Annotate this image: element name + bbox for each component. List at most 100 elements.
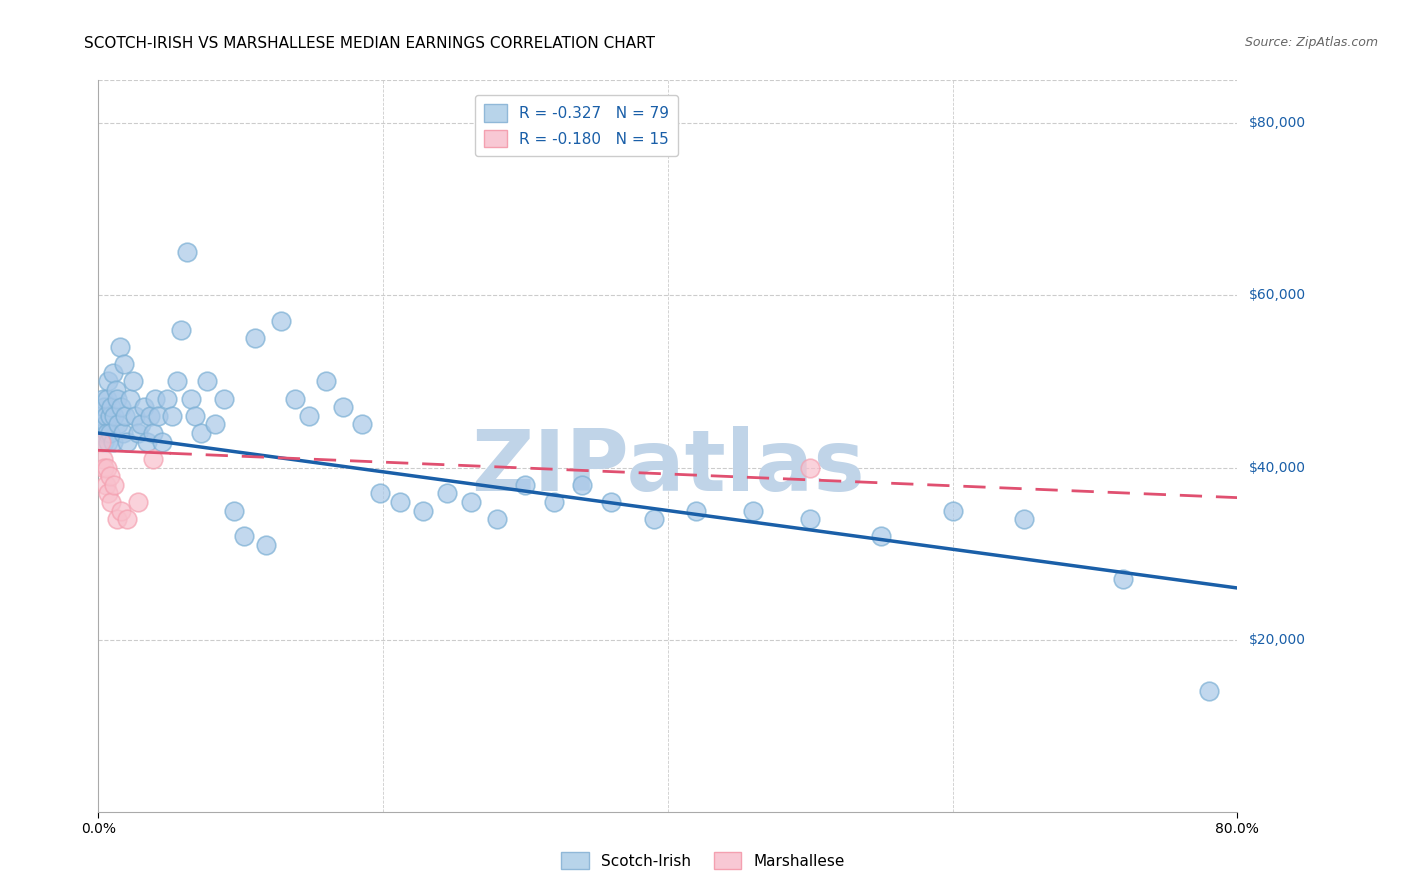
- Point: [436, 486, 458, 500]
- Point: [270, 314, 292, 328]
- Point: [127, 495, 149, 509]
- Legend: Scotch-Irish, Marshallese: Scotch-Irish, Marshallese: [555, 846, 851, 875]
- Point: [97, 375, 120, 389]
- Point: [368, 486, 391, 500]
- Point: [1198, 684, 1220, 698]
- Point: [515, 477, 537, 491]
- Text: $60,000: $60,000: [1249, 288, 1306, 302]
- Point: [298, 409, 321, 423]
- Point: [170, 323, 193, 337]
- Text: $20,000: $20,000: [1249, 632, 1305, 647]
- Text: $40,000: $40,000: [1249, 460, 1305, 475]
- Point: [600, 495, 623, 509]
- Point: [315, 375, 337, 389]
- Point: [97, 434, 120, 449]
- Point: [96, 460, 118, 475]
- Point: [94, 409, 117, 423]
- Point: [104, 383, 127, 397]
- Point: [389, 495, 412, 509]
- Text: Source: ZipAtlas.com: Source: ZipAtlas.com: [1244, 36, 1378, 49]
- Point: [105, 512, 128, 526]
- Point: [1112, 573, 1135, 587]
- Point: [124, 409, 146, 423]
- Point: [97, 486, 120, 500]
- Point: [96, 426, 118, 441]
- Point: [100, 401, 122, 415]
- Point: [138, 409, 160, 423]
- Point: [127, 426, 149, 441]
- Point: [110, 401, 132, 415]
- Point: [176, 245, 198, 260]
- Point: [243, 331, 266, 345]
- Point: [101, 434, 124, 449]
- Point: [222, 503, 245, 517]
- Point: [156, 392, 179, 406]
- Point: [204, 417, 226, 432]
- Point: [93, 460, 115, 475]
- Point: [103, 477, 125, 491]
- Point: [232, 529, 254, 543]
- Point: [114, 409, 136, 423]
- Point: [98, 469, 121, 483]
- Point: [135, 434, 157, 449]
- Point: [141, 451, 163, 466]
- Point: [93, 401, 115, 415]
- Point: [350, 417, 373, 432]
- Point: [111, 426, 134, 441]
- Point: [89, 417, 111, 432]
- Point: [162, 409, 184, 423]
- Point: [101, 366, 124, 380]
- Point: [166, 375, 188, 389]
- Point: [141, 426, 163, 441]
- Point: [90, 434, 112, 449]
- Point: [152, 434, 174, 449]
- Legend: R = -0.327   N = 79, R = -0.180   N = 15: R = -0.327 N = 79, R = -0.180 N = 15: [475, 95, 679, 156]
- Point: [112, 357, 135, 371]
- Point: [93, 434, 115, 449]
- Point: [105, 392, 128, 406]
- Point: [90, 409, 112, 423]
- Point: [121, 375, 143, 389]
- Point: [110, 503, 132, 517]
- Point: [195, 375, 218, 389]
- Point: [212, 392, 235, 406]
- Point: [870, 529, 893, 543]
- Point: [98, 426, 121, 441]
- Point: [184, 409, 207, 423]
- Point: [190, 426, 212, 441]
- Point: [571, 477, 593, 491]
- Point: [799, 512, 821, 526]
- Point: [91, 426, 114, 441]
- Point: [412, 503, 434, 517]
- Point: [460, 495, 482, 509]
- Point: [100, 495, 122, 509]
- Point: [94, 417, 117, 432]
- Text: SCOTCH-IRISH VS MARSHALLESE MEDIAN EARNINGS CORRELATION CHART: SCOTCH-IRISH VS MARSHALLESE MEDIAN EARNI…: [84, 36, 655, 51]
- Point: [91, 392, 114, 406]
- Point: [118, 392, 141, 406]
- Point: [132, 401, 155, 415]
- Point: [96, 392, 118, 406]
- Text: $80,000: $80,000: [1249, 116, 1306, 130]
- Point: [148, 409, 170, 423]
- Point: [91, 451, 114, 466]
- Point: [107, 417, 129, 432]
- Point: [799, 460, 821, 475]
- Point: [129, 417, 152, 432]
- Text: ZIPatlas: ZIPatlas: [471, 426, 865, 509]
- Point: [180, 392, 202, 406]
- Point: [543, 495, 565, 509]
- Point: [115, 512, 138, 526]
- Point: [486, 512, 509, 526]
- Point: [742, 503, 765, 517]
- Point: [643, 512, 665, 526]
- Point: [942, 503, 965, 517]
- Point: [115, 434, 138, 449]
- Point: [254, 538, 277, 552]
- Point: [1012, 512, 1035, 526]
- Point: [332, 401, 354, 415]
- Point: [94, 477, 117, 491]
- Point: [103, 409, 125, 423]
- Point: [108, 340, 131, 354]
- Point: [284, 392, 307, 406]
